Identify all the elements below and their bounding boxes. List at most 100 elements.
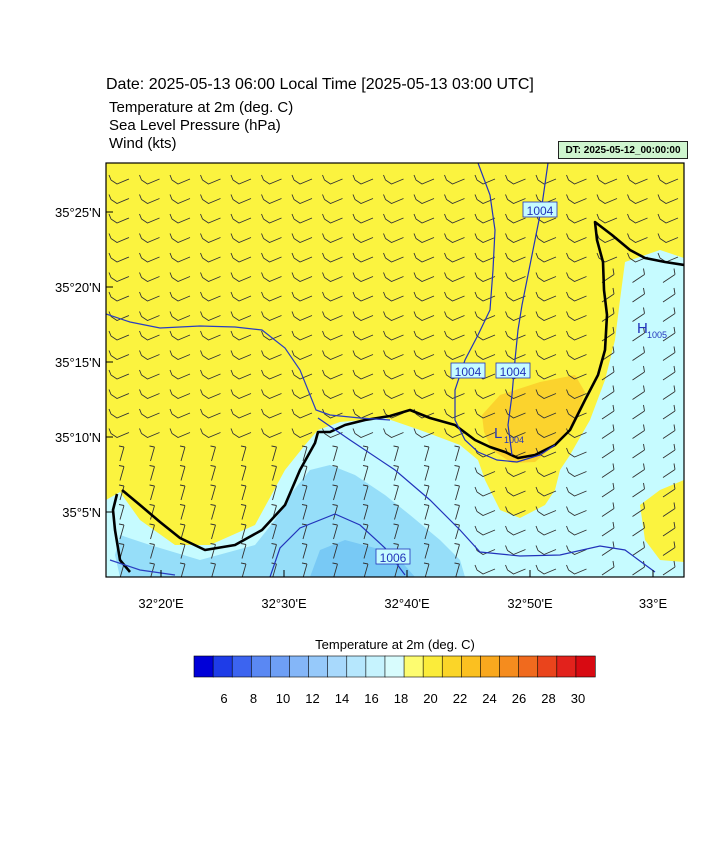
wind-barb xyxy=(632,365,645,381)
wind-barb xyxy=(632,307,645,322)
wind-barb xyxy=(139,311,160,322)
wind-barb xyxy=(423,504,430,520)
wind-barb xyxy=(240,543,247,559)
wind-barb xyxy=(139,194,160,205)
wind-barb xyxy=(601,424,615,439)
colorbar-tick-label: 24 xyxy=(482,691,496,706)
wind-barb xyxy=(179,484,186,501)
wind-barb xyxy=(566,486,587,497)
isobar-label: 1004 xyxy=(500,365,527,379)
wind-barb xyxy=(601,560,615,576)
isobar-label: 1004 xyxy=(455,365,482,379)
wind-barb xyxy=(108,252,130,263)
wind-barb xyxy=(230,311,252,322)
wind-barb xyxy=(505,194,526,205)
wind-barb xyxy=(210,523,216,540)
wind-barb xyxy=(662,502,676,517)
wind-barb xyxy=(291,311,313,322)
wind-barb xyxy=(301,523,308,540)
isobar-label: 1006 xyxy=(380,551,407,565)
wind-barb xyxy=(149,523,155,540)
wind-barb xyxy=(118,504,125,520)
wind-barb xyxy=(230,369,252,380)
wind-barb xyxy=(566,174,587,185)
colorbar-swatch xyxy=(289,655,310,678)
colorbar-tick-label: 16 xyxy=(364,691,378,706)
colorbar-swatch xyxy=(556,655,577,678)
wind-barb xyxy=(413,330,435,341)
wind-barb xyxy=(596,213,618,224)
wind-barb xyxy=(149,445,155,462)
lat-label: 35°15'N xyxy=(55,355,101,370)
wind-barb xyxy=(444,272,465,283)
wind-barb xyxy=(383,174,404,185)
wind-barb xyxy=(383,350,404,361)
wind-barb xyxy=(505,252,526,263)
wind-barb xyxy=(149,543,155,559)
colorbar-tick-label: 26 xyxy=(512,691,526,706)
wind-barb xyxy=(566,272,587,283)
wind-barb xyxy=(230,291,252,302)
wind-barb xyxy=(444,350,465,361)
wind-barb xyxy=(332,504,338,520)
wind-barb xyxy=(662,287,676,303)
wind-barb xyxy=(474,272,496,283)
wind-barb xyxy=(108,350,130,361)
wind-barb xyxy=(383,213,404,224)
wind-barb xyxy=(332,445,338,462)
wind-barb xyxy=(474,213,496,224)
wind-barb xyxy=(261,233,282,244)
wind-barb xyxy=(322,369,343,380)
lon-label: 33°E xyxy=(639,596,668,611)
wind-barb xyxy=(169,408,191,419)
wind-barb xyxy=(291,350,313,361)
province-border xyxy=(106,313,391,576)
wind-barb xyxy=(108,194,130,205)
lat-label: 35°20'N xyxy=(55,280,101,295)
wind-barb xyxy=(474,525,496,536)
colorbar-title: Temperature at 2m (deg. C) xyxy=(315,637,475,652)
wind-barb xyxy=(535,272,557,283)
plot-frame xyxy=(105,162,685,578)
wind-barb xyxy=(474,408,496,419)
wind-barb xyxy=(322,194,343,205)
colorbar-swatch xyxy=(575,655,596,678)
wind-barb xyxy=(362,484,369,501)
wind-barb xyxy=(139,408,160,419)
wind-barb xyxy=(444,311,465,322)
wind-barb xyxy=(352,194,374,205)
wind-barb xyxy=(601,365,615,381)
wind-barb xyxy=(230,233,252,244)
wind-barb xyxy=(662,560,676,576)
wind-barb xyxy=(535,428,557,439)
wind-barb xyxy=(413,194,435,205)
wind-barb xyxy=(332,465,338,481)
wind-barb xyxy=(322,311,343,322)
pressure-center-value: 1005 xyxy=(647,330,667,340)
wind-barb xyxy=(332,543,338,559)
wind-barb xyxy=(662,385,676,400)
wind-barb xyxy=(261,174,282,185)
colorbar-tick-label: 22 xyxy=(453,691,467,706)
wind-barb xyxy=(505,350,526,361)
wind-barb xyxy=(662,326,676,342)
wind-barb xyxy=(393,465,399,481)
wind-barb xyxy=(118,523,125,540)
wind-barb xyxy=(627,194,648,205)
wind-barb xyxy=(505,272,526,283)
wind-barb xyxy=(535,252,557,263)
wind-barb xyxy=(230,428,252,439)
wind-barb xyxy=(271,445,277,462)
wind-barb xyxy=(200,174,221,185)
wind-barb xyxy=(601,326,615,342)
wind-barb xyxy=(657,174,679,185)
wind-barb xyxy=(322,389,343,400)
isobar-label-box xyxy=(522,201,558,218)
wind-barb xyxy=(271,523,277,540)
wind-barb xyxy=(383,272,404,283)
wind-barb xyxy=(474,350,496,361)
wind-barb xyxy=(423,523,430,540)
wind-barb xyxy=(240,523,247,540)
wind-barb xyxy=(139,213,160,224)
